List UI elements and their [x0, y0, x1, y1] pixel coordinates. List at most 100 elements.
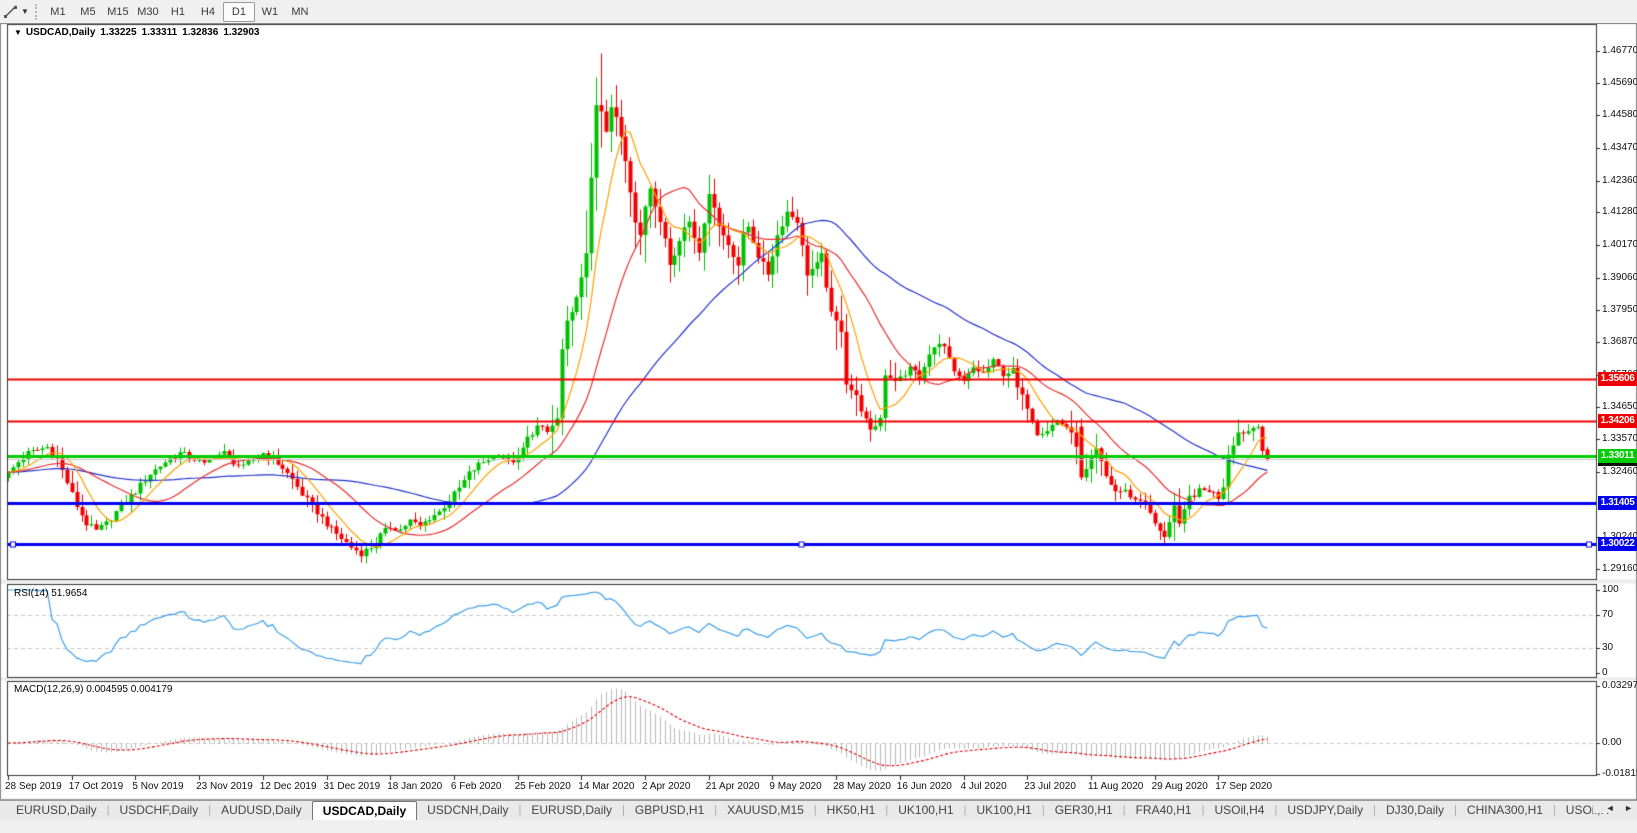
tab-separator: |	[208, 804, 212, 816]
symbol-tab-hk50-h1[interactable]: HK50,H1	[826, 803, 876, 817]
tab-separator: |	[1201, 804, 1205, 816]
macd-axis-tick-label: -0.018154	[1602, 768, 1637, 780]
quote-high: 1.33311	[141, 27, 178, 38]
date-axis-label: 25 Feb 2020	[514, 781, 571, 792]
toolbar-grip[interactable]	[34, 3, 37, 20]
tab-separator: |	[1274, 804, 1278, 816]
tab-separator: |	[106, 804, 110, 816]
tab-separator: |	[1041, 804, 1045, 816]
date-axis-label: 11 Aug 2020	[1087, 781, 1144, 792]
rsi-axis-tick-label: 30	[1602, 642, 1614, 654]
macd-values: 0.004595 0.004179	[86, 684, 173, 695]
symbol-tab-usoil-h4[interactable]: USOil,H4	[1214, 803, 1265, 817]
timeframe-buttons: M1 M5 M15 M30 H1 H4 D1 W1 MN	[43, 1, 315, 22]
symbol-tab-audusd-daily[interactable]: AUDUSD,Daily	[221, 803, 302, 817]
timeframe-button-m30[interactable]: M30	[137, 5, 159, 18]
tab-separator: |	[1454, 804, 1457, 816]
tab-scroll-right-icon[interactable]: ►	[1624, 803, 1633, 813]
tab-separator: |	[885, 804, 889, 816]
quote-open: 1.33225	[100, 27, 137, 38]
macd-indicator-label: MACD(12,26,9) 0.004595 0.004179	[14, 684, 172, 695]
date-axis-label: 5 Nov 2019	[132, 781, 184, 792]
date-axis-label: 17 Sep 2020	[1215, 781, 1273, 792]
symbol-tab-fra40-h1[interactable]: FRA40,H1	[1135, 803, 1192, 817]
quote-low: 1.32836	[182, 27, 219, 38]
rsi-axis-tick-label: 70	[1602, 608, 1614, 620]
timeframe-button-m5[interactable]: M5	[80, 5, 96, 18]
tab-separator: |	[622, 804, 625, 816]
date-axis-label: 21 Apr 2020	[705, 781, 760, 792]
date-axis-label: 2 Apr 2020	[642, 781, 691, 792]
timeframe-button-m15[interactable]: M15	[107, 5, 129, 18]
date-axis-label: 18 Jan 2020	[387, 781, 443, 792]
tab-separator: |	[813, 804, 817, 816]
date-axis-label: 12 Dec 2019	[259, 781, 317, 792]
tab-separator: |	[518, 804, 522, 816]
date-axis-label: 6 Feb 2020	[450, 781, 502, 792]
symbol-tab-gbpusd-h1[interactable]: GBPUSD,H1	[634, 803, 705, 817]
price-axis-tick-label: 1.34650	[1602, 401, 1637, 413]
timeframe-button-d1[interactable]: D1	[222, 1, 255, 22]
price-axis-tick-label: 1.36870	[1602, 336, 1637, 348]
date-axis-label: 23 Nov 2019	[196, 781, 253, 792]
tab-scroll-left-icon[interactable]: ◄	[1605, 803, 1615, 813]
status-strip	[0, 820, 1637, 833]
date-axis-label: 28 May 2020	[833, 781, 891, 792]
symbol-tab-xauusd-m15[interactable]: XAUUSD,M15	[727, 803, 804, 817]
timeframe-button-h1[interactable]: H1	[170, 5, 185, 18]
date-axis-label: 28 Sep 2019	[5, 781, 62, 792]
symbol-tab-dj30-daily[interactable]: DJ30,Daily	[1386, 803, 1445, 817]
date-axis-label: 14 Mar 2020	[578, 781, 635, 792]
symbol-tab-eurusd-daily[interactable]: EURUSD,Daily	[531, 803, 613, 817]
rsi-value: 51.9654	[51, 588, 88, 599]
level-price-label: 1.33011	[1598, 448, 1637, 463]
symbol-tab-usdcnh-daily[interactable]: USDCNH,Daily	[427, 803, 509, 817]
symbol-tab-eurusd-daily[interactable]: EURUSD,Daily	[16, 803, 97, 817]
symbol-tab-usdchf-daily[interactable]: USDCHF,Daily	[119, 803, 199, 817]
symbol-tab-uk100-h1[interactable]: UK100,H1	[976, 803, 1032, 817]
chart-title: ▼ USDCAD,Daily 1.33225 1.33311 1.32836 1.3290…	[14, 27, 264, 38]
date-axis-label: 17 Oct 2019	[68, 781, 124, 792]
rsi-axis-tick-label: 0	[1602, 667, 1608, 678]
price-axis-tick-label: 1.32460	[1602, 465, 1637, 477]
timeframe-toolbar: ▼ M1 M5 M15 M30 H1 H4 D1 W1 MN	[0, 0, 1637, 24]
price-axis-tick-label: 1.41280	[1602, 206, 1637, 218]
timeframe-button-w1[interactable]: W1	[261, 5, 279, 18]
date-axis-label: 31 Dec 2019	[323, 781, 381, 792]
level-price-label: 1.35606	[1598, 372, 1637, 387]
tab-separator: |	[1122, 804, 1126, 816]
trendline-cursor-icon[interactable]	[3, 4, 19, 20]
symbol-tab-bar: EURUSD,Daily | USDCHF,Daily | AUDUSD,Daily US…	[0, 800, 1637, 820]
price-axis-tick-label: 1.40170	[1602, 238, 1637, 250]
symbol-tab-usdcad-daily[interactable]: USDCAD,Daily	[311, 801, 418, 820]
symbol-tab-usdjpy-daily[interactable]: USDJPY,Daily	[1287, 803, 1364, 817]
level-price-label: 1.30022	[1598, 536, 1637, 551]
symbol-tab-china300-h1[interactable]: CHINA300,H1	[1466, 803, 1543, 817]
level-price-label: 1.31405	[1598, 495, 1637, 510]
tab-separator: |	[963, 804, 967, 816]
date-axis-label: 29 Aug 2020	[1151, 781, 1208, 792]
price-axis-tick-label: 1.42360	[1602, 174, 1637, 186]
timeframe-button-mn[interactable]: MN	[291, 5, 309, 18]
quote-close: 1.32903	[223, 27, 260, 38]
date-axis-label: 16 Jun 2020	[896, 781, 952, 792]
level-price-label: 1.34206	[1598, 413, 1637, 428]
macd-axis-tick-label: 0.032972	[1602, 680, 1637, 691]
date-axis-label: 9 May 2020	[769, 781, 822, 792]
price-axis-tick-label: 1.29160	[1602, 562, 1637, 574]
date-axis-label: 4 Jul 2020	[960, 781, 1007, 792]
collapse-triangle-icon[interactable]: ▼	[14, 28, 22, 37]
chevron-down-icon[interactable]: ▼	[21, 7, 29, 16]
macd-name: MACD(12,26,9)	[14, 684, 84, 695]
symbol-tab-ger30-h1[interactable]: GER30,H1	[1054, 803, 1113, 817]
price-axis-tick-label: 1.46770	[1602, 44, 1637, 56]
chart-symbol: USDCAD,Daily	[25, 27, 96, 38]
rsi-indicator-label: RSI(14) 51.9654	[14, 588, 87, 599]
symbol-tab-uk100-h1[interactable]: UK100,H1	[898, 803, 954, 817]
date-axis-label: 23 Jul 2020	[1024, 781, 1076, 792]
timeframe-button-h4[interactable]: H4	[200, 5, 215, 18]
price-axis-tick-label: 1.43470	[1602, 141, 1637, 153]
timeframe-button-m1[interactable]: M1	[50, 5, 66, 18]
